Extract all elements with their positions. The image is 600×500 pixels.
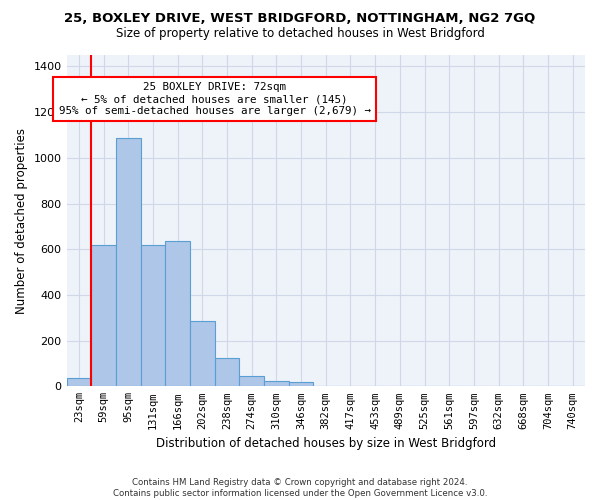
- Bar: [239, 376, 264, 386]
- X-axis label: Distribution of detached houses by size in West Bridgford: Distribution of detached houses by size …: [156, 437, 496, 450]
- Bar: [91, 245, 116, 386]
- Bar: [264, 380, 289, 386]
- Bar: [190, 321, 215, 386]
- Bar: [165, 241, 190, 386]
- Text: 25, BOXLEY DRIVE, WEST BRIDGFORD, NOTTINGHAM, NG2 7GQ: 25, BOXLEY DRIVE, WEST BRIDGFORD, NOTTIN…: [64, 12, 536, 26]
- Text: 25 BOXLEY DRIVE: 72sqm
← 5% of detached houses are smaller (145)
95% of semi-det: 25 BOXLEY DRIVE: 72sqm ← 5% of detached …: [59, 82, 371, 116]
- Text: Contains HM Land Registry data © Crown copyright and database right 2024.
Contai: Contains HM Land Registry data © Crown c…: [113, 478, 487, 498]
- Bar: [215, 358, 239, 386]
- Bar: [67, 378, 91, 386]
- Bar: [116, 138, 140, 386]
- Text: Size of property relative to detached houses in West Bridgford: Size of property relative to detached ho…: [116, 28, 484, 40]
- Y-axis label: Number of detached properties: Number of detached properties: [15, 128, 28, 314]
- Bar: [289, 382, 313, 386]
- Bar: [140, 244, 165, 386]
